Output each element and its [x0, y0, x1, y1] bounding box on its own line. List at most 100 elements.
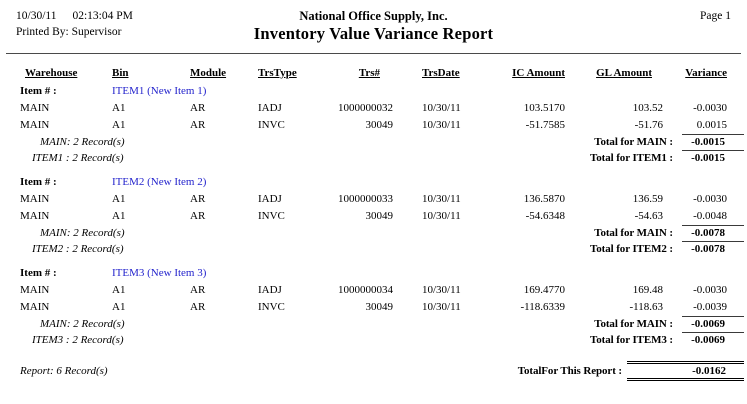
cell-variance: -0.0030 — [693, 284, 727, 296]
cell-warehouse: MAIN — [20, 102, 50, 114]
item-total-value: -0.0078 — [682, 241, 744, 256]
cell-gl-amount: -54.63 — [634, 210, 663, 222]
item-number-label: Item # : — [20, 176, 57, 188]
cell-module: AR — [190, 210, 206, 222]
warehouse-total-label: Total for MAIN : — [594, 227, 673, 239]
item-record-count: ITEM2 : 2 Record(s) — [32, 243, 124, 255]
item-group-1: Item # : ITEM1 (New Item 1) MAIN A1 AR I… — [0, 83, 747, 166]
table-row: MAIN A1 AR IADJ 1000000034 10/30/11 169.… — [0, 282, 747, 299]
col-header-gl-amount: GL Amount — [596, 67, 652, 79]
report-total-row: Report: 6 Record(s) TotalFor This Report… — [0, 361, 747, 385]
table-row: MAIN A1 AR INVC 30049 10/30/11 -51.7585 … — [0, 117, 747, 134]
cell-trstype: INVC — [258, 210, 285, 222]
cell-bin: A1 — [112, 284, 126, 296]
header-right: Page 1 — [546, 8, 731, 50]
warehouse-total-row: MAIN: 2 Record(s) Total for MAIN : -0.00… — [0, 225, 747, 241]
cell-trs: 1000000034 — [338, 284, 393, 296]
table-row: MAIN A1 AR IADJ 1000000032 10/30/11 103.… — [0, 100, 747, 117]
cell-ic-amount: 103.5170 — [523, 102, 565, 114]
table-row: MAIN A1 AR IADJ 1000000033 10/30/11 136.… — [0, 191, 747, 208]
warehouse-total-value: -0.0015 — [682, 134, 744, 149]
cell-trs: 1000000033 — [338, 193, 393, 205]
col-header-trstype: TrsType — [258, 67, 297, 79]
cell-gl-amount: -51.76 — [634, 119, 663, 131]
warehouse-total-value: -0.0069 — [682, 316, 744, 331]
warehouse-total-row: MAIN: 2 Record(s) Total for MAIN : -0.00… — [0, 316, 747, 332]
col-header-bin: Bin — [112, 67, 129, 79]
item-total-label: Total for ITEM1 : — [590, 152, 673, 164]
item-total-label: Total for ITEM3 : — [590, 334, 673, 346]
header-left: 10/30/11 02:13:04 PM Printed By: Supervis… — [16, 8, 201, 50]
cell-ic-amount: 169.4770 — [523, 284, 565, 296]
cell-warehouse: MAIN — [20, 119, 50, 131]
item-group-2: Item # : ITEM2 (New Item 2) MAIN A1 AR I… — [0, 174, 747, 257]
warehouse-total-row: MAIN: 2 Record(s) Total for MAIN : -0.00… — [0, 134, 747, 150]
report-total-value: -0.0162 — [627, 361, 744, 381]
col-header-variance: Variance — [685, 67, 727, 79]
cell-module: AR — [190, 119, 206, 131]
cell-warehouse: MAIN — [20, 193, 50, 205]
printed-by-label: Printed By: — [16, 26, 69, 38]
warehouse-total-label: Total for MAIN : — [594, 318, 673, 330]
header-center: National Office Supply, Inc. Inventory V… — [201, 8, 546, 50]
report-record-count: Report: 6 Record(s) — [20, 365, 108, 377]
print-date: 10/30/11 — [16, 10, 57, 22]
cell-warehouse: MAIN — [20, 301, 50, 313]
item-name: ITEM2 (New Item 2) — [112, 176, 207, 188]
item-total-label: Total for ITEM2 : — [590, 243, 673, 255]
cell-ic-amount: -118.6339 — [520, 301, 565, 313]
warehouse-record-count: MAIN: 2 Record(s) — [40, 318, 125, 330]
cell-module: AR — [190, 102, 206, 114]
item-total-value: -0.0015 — [682, 150, 744, 165]
item-name: ITEM3 (New Item 3) — [112, 267, 207, 279]
cell-gl-amount: -118.63 — [629, 301, 663, 313]
item-group-3: Item # : ITEM3 (New Item 3) MAIN A1 AR I… — [0, 265, 747, 348]
item-total-row: ITEM2 : 2 Record(s) Total for ITEM2 : -0… — [0, 241, 747, 257]
cell-bin: A1 — [112, 210, 126, 222]
table-row: MAIN A1 AR INVC 30049 10/30/11 -118.6339… — [0, 299, 747, 316]
cell-variance: 0.0015 — [696, 119, 727, 131]
cell-warehouse: MAIN — [20, 284, 50, 296]
col-header-trsdate: TrsDate — [422, 67, 460, 79]
cell-trsdate: 10/30/11 — [422, 284, 461, 296]
item-total-value: -0.0069 — [682, 332, 744, 347]
printed-by-value: Supervisor — [71, 26, 122, 38]
cell-variance: -0.0030 — [693, 193, 727, 205]
cell-bin: A1 — [112, 102, 126, 114]
item-header-row: Item # : ITEM1 (New Item 1) — [0, 83, 747, 100]
page-number: Page 1 — [700, 10, 731, 22]
item-number-label: Item # : — [20, 267, 57, 279]
item-header-row: Item # : ITEM2 (New Item 2) — [0, 174, 747, 191]
cell-bin: A1 — [112, 301, 126, 313]
warehouse-record-count: MAIN: 2 Record(s) — [40, 227, 125, 239]
cell-trstype: IADJ — [258, 193, 282, 205]
cell-trstype: IADJ — [258, 284, 282, 296]
item-total-row: ITEM3 : 2 Record(s) Total for ITEM3 : -0… — [0, 332, 747, 348]
item-record-count: ITEM3 : 2 Record(s) — [32, 334, 124, 346]
item-header-row: Item # : ITEM3 (New Item 3) — [0, 265, 747, 282]
cell-ic-amount: 136.5870 — [523, 193, 565, 205]
warehouse-total-label: Total for MAIN : — [594, 136, 673, 148]
cell-ic-amount: -51.7585 — [525, 119, 565, 131]
cell-bin: A1 — [112, 119, 126, 131]
cell-trsdate: 10/30/11 — [422, 193, 461, 205]
cell-warehouse: MAIN — [20, 210, 50, 222]
warehouse-record-count: MAIN: 2 Record(s) — [40, 136, 125, 148]
item-record-count: ITEM1 : 2 Record(s) — [32, 152, 124, 164]
cell-gl-amount: 103.52 — [632, 102, 663, 114]
col-header-module: Module — [190, 67, 227, 79]
report-total-label: TotalFor This Report : — [517, 365, 622, 377]
cell-bin: A1 — [112, 193, 126, 205]
item-name: ITEM1 (New Item 1) — [112, 85, 207, 97]
table-row: MAIN A1 AR INVC 30049 10/30/11 -54.6348 … — [0, 208, 747, 225]
col-header-warehouse: Warehouse — [25, 67, 78, 79]
report-header: 10/30/11 02:13:04 PM Printed By: Supervis… — [0, 0, 747, 50]
cell-variance: -0.0039 — [693, 301, 727, 313]
cell-trsdate: 10/30/11 — [422, 210, 461, 222]
report-title: Inventory Value Variance Report — [253, 24, 494, 43]
item-total-row: ITEM1 : 2 Record(s) Total for ITEM1 : -0… — [0, 150, 747, 166]
cell-module: AR — [190, 284, 206, 296]
cell-trsdate: 10/30/11 — [422, 301, 461, 313]
warehouse-total-value: -0.0078 — [682, 225, 744, 240]
